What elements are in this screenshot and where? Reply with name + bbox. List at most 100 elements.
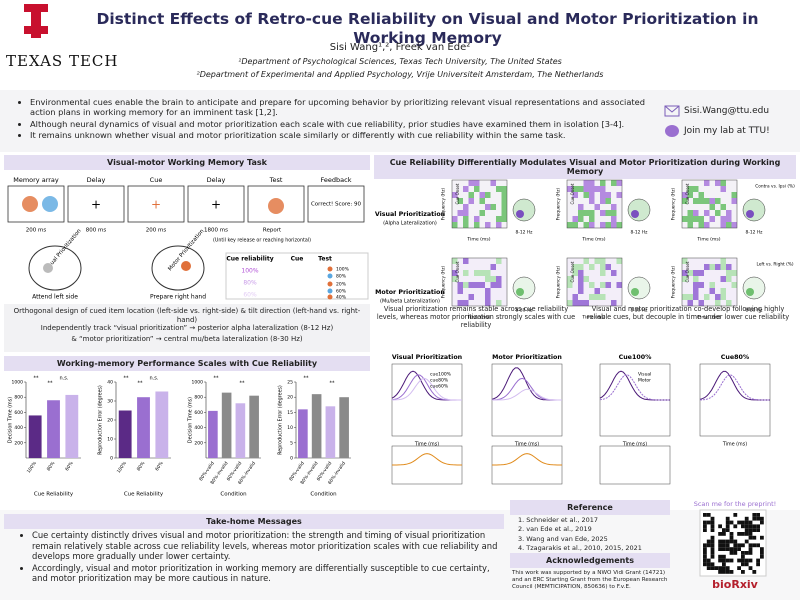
label: **	[48, 381, 54, 387]
heatmap-cell	[485, 210, 491, 216]
heatmap-frame	[681, 257, 738, 307]
heatmap-cell	[567, 210, 573, 216]
label: cue100%	[430, 372, 452, 378]
heatmap-cell	[501, 180, 507, 186]
qr-cell	[756, 543, 760, 548]
qr-cell	[752, 516, 757, 521]
qr-cell	[748, 528, 753, 532]
qr-cell	[744, 562, 749, 567]
qr-cell	[710, 562, 715, 567]
qr-cell	[710, 520, 715, 525]
bar	[325, 406, 336, 458]
heatmap-cell	[709, 300, 715, 306]
qr-cell	[718, 532, 722, 536]
heatmap-cell	[600, 216, 606, 222]
heatmap-cell	[720, 258, 726, 264]
qr-cell	[710, 528, 715, 532]
heatmap-cell	[583, 270, 589, 276]
heatmap-cell	[709, 258, 715, 264]
heatmap-cell	[731, 270, 737, 276]
email[interactable]: Sisi.Wang@ttu.edu	[684, 106, 770, 116]
bar	[311, 394, 322, 458]
label: 800	[194, 395, 203, 401]
heatmap-cell	[709, 282, 715, 288]
heatmap-cell	[616, 222, 622, 228]
label: Memory array	[13, 176, 59, 184]
heatmap-cell	[605, 216, 611, 222]
heatmap-cell	[589, 300, 595, 306]
heatmap-cell	[474, 204, 480, 210]
heatmap-cell	[611, 258, 617, 264]
heatmap-cell	[457, 222, 463, 228]
label: 0	[110, 456, 113, 462]
label: **	[214, 376, 220, 382]
bar	[298, 409, 308, 458]
reference-item: 2. van Ede et al., 2019	[518, 525, 592, 534]
heatmap-cell	[605, 288, 611, 294]
heatmap-cell	[720, 288, 726, 294]
heatmap-cell	[720, 204, 726, 210]
track-text: Independently track “visual prioritizati…	[40, 324, 334, 332]
heatmap-cell	[715, 180, 721, 186]
heatmap-cell	[682, 288, 688, 294]
heatmap-cell	[600, 180, 606, 186]
heatmap-cell	[501, 264, 507, 270]
heatmap-cell	[698, 216, 704, 222]
qr-cell	[744, 532, 749, 536]
qr-cell	[718, 570, 722, 574]
qr-cell	[752, 513, 757, 517]
heatmap-cell	[709, 222, 715, 228]
qr-cell	[710, 539, 715, 544]
heatmap-cell	[589, 288, 595, 294]
label: Feedback	[321, 176, 352, 184]
heatmap-cell	[496, 216, 502, 222]
trial-screen	[307, 185, 365, 223]
heatmap-cell	[479, 210, 485, 216]
lab-link[interactable]: Join my lab at TTU!	[684, 126, 770, 136]
qr-cell	[744, 539, 749, 544]
heatmap-cell	[485, 294, 491, 300]
heatmap-cell	[698, 180, 704, 186]
heatmap-cell	[474, 270, 480, 276]
qr-cell	[703, 524, 707, 529]
heatmap-cell	[572, 276, 578, 282]
heatmap-cell	[600, 294, 606, 300]
heatmap-cell	[572, 258, 578, 264]
intro-band	[0, 90, 800, 152]
curve	[492, 388, 562, 401]
heatmap-cell	[452, 210, 458, 216]
heatmap-cell	[463, 204, 469, 210]
ack-text: This work was supported by a NWO Vidi Gr…	[512, 570, 668, 590]
qr-cell	[744, 524, 749, 529]
qr-cell	[710, 543, 715, 548]
heatmap-cell	[611, 216, 617, 222]
heatmap-cell	[616, 258, 622, 264]
heatmap-cell	[726, 216, 732, 222]
heatmap-cell	[463, 216, 469, 222]
heatmap-cell	[479, 258, 485, 264]
heatmap-cell	[687, 282, 693, 288]
heatmap-cell	[611, 288, 617, 294]
heatmap-cell	[452, 270, 458, 276]
heatmap-cell	[715, 216, 721, 222]
heatmap-cell	[611, 180, 617, 186]
qr-cell	[710, 524, 715, 529]
heatmap-cell	[726, 294, 732, 300]
heatmap-cell	[594, 216, 600, 222]
label: 8-12 Hz	[516, 230, 534, 236]
heatmap-cell	[682, 294, 688, 300]
heatmap-cell	[567, 222, 573, 228]
label: Cue Reliability	[124, 492, 164, 498]
curve	[599, 374, 670, 401]
heatmap-cell	[693, 270, 699, 276]
heatmap-cell	[682, 204, 688, 210]
heatmap-cell	[704, 198, 710, 204]
heatmap-cell	[485, 288, 491, 294]
label: Cue Onset	[455, 261, 460, 282]
heatmap-cell	[605, 204, 611, 210]
heatmap-cell	[611, 192, 617, 198]
label: Delay	[207, 176, 226, 184]
label: 20	[107, 418, 113, 424]
heatmap-cell	[682, 276, 688, 282]
label: 800	[14, 395, 23, 401]
